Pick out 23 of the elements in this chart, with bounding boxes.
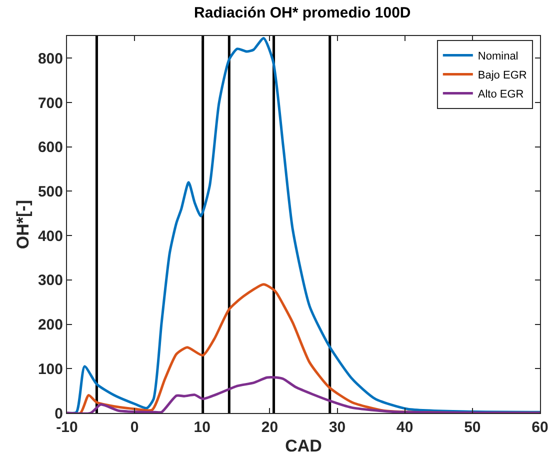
x-tick-label: 20 xyxy=(261,419,278,436)
y-tick-label: 600 xyxy=(38,139,63,156)
legend-label: Bajo EGR xyxy=(478,70,527,82)
chart-title: Radiación OH* promedio 100D xyxy=(194,4,411,22)
legend-label: Nominal xyxy=(478,50,518,63)
y-tick-label: 400 xyxy=(38,228,63,245)
y-tick-label: 500 xyxy=(38,183,63,200)
x-tick-label: 50 xyxy=(464,419,481,436)
x-tick-label: 10 xyxy=(194,419,210,436)
y-tick-label: 200 xyxy=(38,316,63,334)
y-tick-label: 700 xyxy=(38,94,63,112)
x-axis-title: CAD xyxy=(285,436,322,456)
x-tick-label: 40 xyxy=(396,419,414,436)
line-series xyxy=(67,376,540,413)
y-tick-label: 100 xyxy=(38,360,63,378)
x-tick-label: 30 xyxy=(328,419,346,436)
line-series xyxy=(67,36,540,413)
legend-label: Alto EGR xyxy=(478,88,524,101)
y-axis-title: OH*[-] xyxy=(14,200,33,250)
x-tick-label: 0 xyxy=(130,419,139,436)
y-tick-label: 800 xyxy=(38,50,63,68)
y-tick-label: 300 xyxy=(38,272,63,290)
x-tick-label: 60 xyxy=(532,419,548,436)
